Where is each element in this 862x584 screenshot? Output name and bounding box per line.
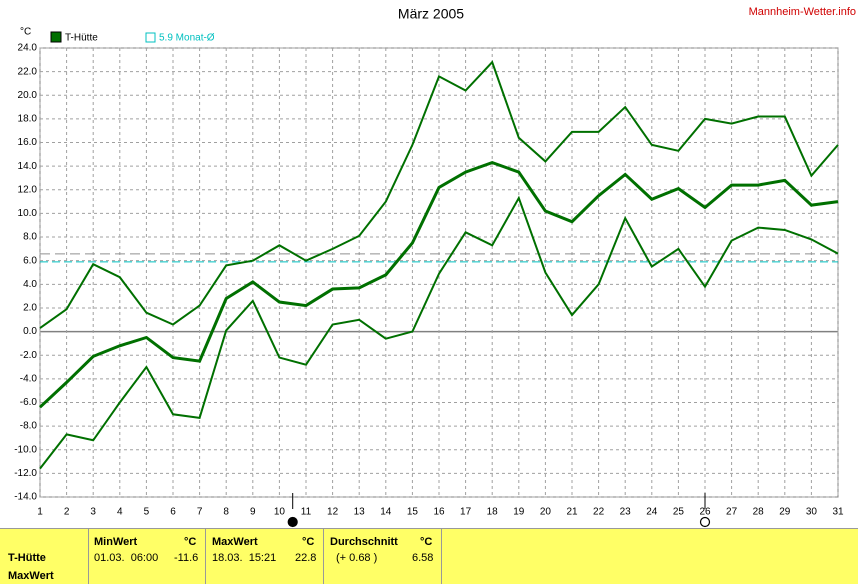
y-tick-label: -10.0 xyxy=(14,444,37,455)
x-tick-label: 12 xyxy=(327,507,339,518)
y-tick-label: -12.0 xyxy=(14,468,37,479)
summary-table: T-Hütte MaxWert MinWert °C 01.03. 06:00 … xyxy=(0,528,858,584)
x-tick-label: 4 xyxy=(117,507,123,518)
x-tick-label: 14 xyxy=(380,507,392,518)
y-tick-label: 8.0 xyxy=(23,232,37,243)
y-tick-label: 0.0 xyxy=(23,326,37,337)
x-tick-label: 22 xyxy=(593,507,605,518)
y-tick-label: 20.0 xyxy=(18,90,38,101)
x-tick-label: 10 xyxy=(274,507,286,518)
series-line xyxy=(39,60,839,329)
col-unit: °C xyxy=(302,536,315,548)
x-tick-label: 28 xyxy=(753,507,765,518)
x-tick-label: 6 xyxy=(170,507,176,518)
legend-label: T-Hütte xyxy=(65,33,98,44)
legend-swatch xyxy=(145,32,156,43)
x-tick-label: 15 xyxy=(407,507,419,518)
chart-title: März 2005 xyxy=(398,6,464,22)
separator xyxy=(88,529,89,584)
x-tick-label: 21 xyxy=(566,507,578,518)
series-line xyxy=(39,195,839,470)
x-tick-label: 5 xyxy=(144,507,150,518)
x-tick-label: 20 xyxy=(540,507,552,518)
y-tick-label: 18.0 xyxy=(18,114,38,125)
source: Mannheim-Wetter.info xyxy=(749,6,856,18)
y-tick-label: 6.0 xyxy=(23,255,37,266)
x-tick-label: 13 xyxy=(354,507,366,518)
x-tick-label: 7 xyxy=(197,507,203,518)
y-tick-label: 4.0 xyxy=(23,279,37,290)
col-header: MinWert xyxy=(94,536,138,548)
x-tick-label: 1 xyxy=(37,507,43,518)
cell-value: 6.58 xyxy=(412,552,434,564)
x-tick-label: 19 xyxy=(513,507,525,518)
col-unit: °C xyxy=(420,536,433,548)
y-tick-label: 10.0 xyxy=(18,208,38,219)
x-tick-label: 2 xyxy=(64,507,70,518)
y-tick-label: 24.0 xyxy=(18,43,38,54)
y-tick-label: -6.0 xyxy=(20,397,38,408)
col-header: Durchschnitt xyxy=(330,536,398,548)
x-tick-label: 8 xyxy=(223,507,229,518)
moon-phase xyxy=(699,516,711,528)
chart: März 2005 Mannheim-Wetter.info °C -14.0 -… xyxy=(14,6,856,528)
cell-when: 01.03. 06:00 xyxy=(94,552,159,564)
x-tick-label: 11 xyxy=(301,507,312,518)
x-tick-label: 18 xyxy=(487,507,499,518)
x-tick-label: 9 xyxy=(250,507,256,518)
y-tick-label: 12.0 xyxy=(18,184,38,195)
x-tick-label: 24 xyxy=(646,507,658,518)
separator xyxy=(323,529,324,584)
cell-when: (+ 0.68 ) xyxy=(336,552,378,564)
x-tick-label: 23 xyxy=(620,507,632,518)
legend-label: 5.9 Monat-Ø xyxy=(159,33,215,44)
cell-when: 18.03. 15:21 xyxy=(212,552,277,564)
y-tick-label: 2.0 xyxy=(23,303,37,314)
x-tick-label: 30 xyxy=(806,507,818,518)
x-tick-label: 17 xyxy=(460,507,472,518)
x-tick-label: 16 xyxy=(433,507,445,518)
x-tick-label: 26 xyxy=(699,507,711,518)
cell-value: 22.8 xyxy=(295,552,317,564)
y-tick-label: -2.0 xyxy=(20,350,38,361)
y-tick-label: 16.0 xyxy=(18,137,38,148)
x-tick-label: 25 xyxy=(673,507,685,518)
x-tick-label: 31 xyxy=(832,507,844,518)
row-label: T-Hütte xyxy=(8,552,46,564)
row-label: MaxWert xyxy=(8,570,54,582)
y-tick-label: 14.0 xyxy=(18,161,38,172)
col-header: MaxWert xyxy=(212,536,258,548)
cell-value: -11.6 xyxy=(174,552,199,564)
y-unit: °C xyxy=(20,27,31,38)
y-tick-label: 22.0 xyxy=(18,66,38,77)
x-tick-label: 27 xyxy=(726,507,738,518)
x-tick-label: 29 xyxy=(779,507,791,518)
y-tick-label: -14.0 xyxy=(14,492,37,503)
x-tick-label: 3 xyxy=(90,507,96,518)
y-tick-label: -8.0 xyxy=(20,421,38,432)
moon-phase xyxy=(287,516,298,528)
col-unit: °C xyxy=(184,536,197,548)
legend-swatch xyxy=(50,31,62,43)
y-tick-label: -4.0 xyxy=(20,373,38,384)
separator xyxy=(205,529,206,584)
series-line xyxy=(38,161,839,409)
separator xyxy=(441,529,442,584)
